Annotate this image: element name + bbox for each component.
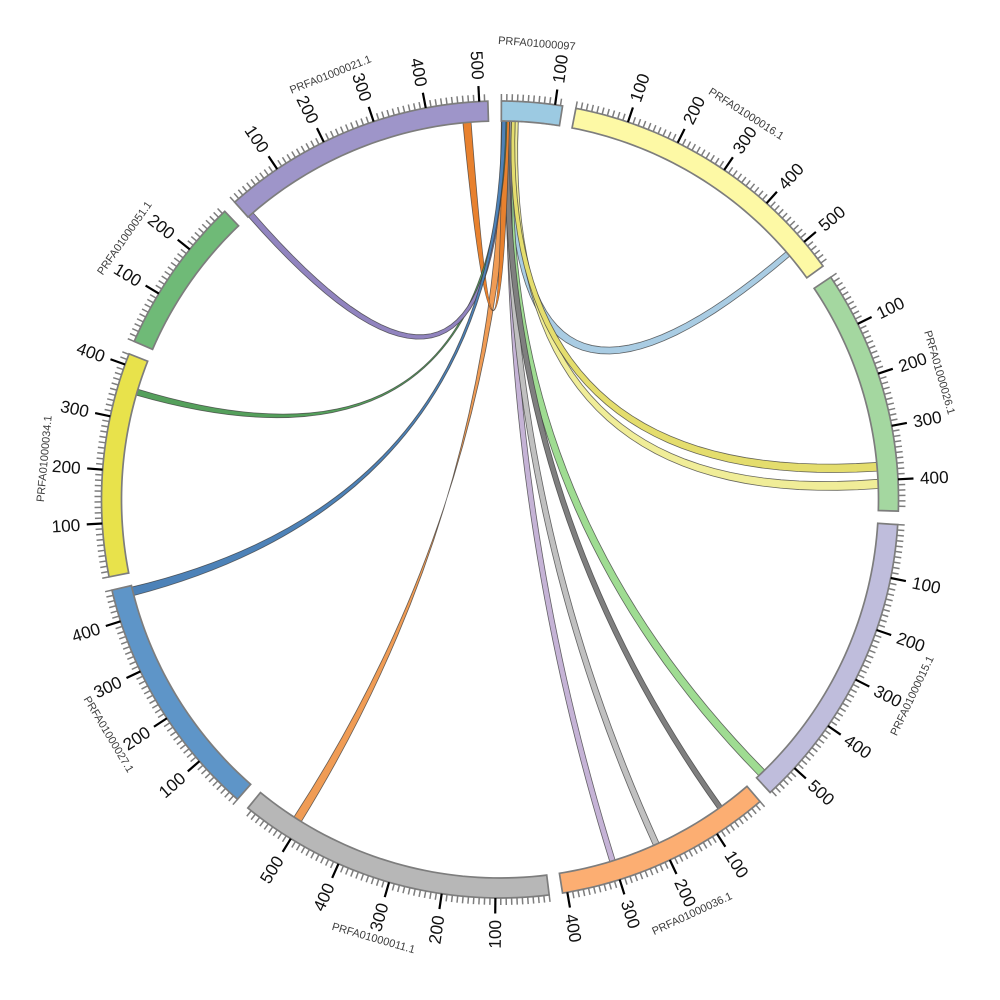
svg-text:100: 100 <box>51 515 81 537</box>
svg-text:100: 100 <box>485 920 505 949</box>
svg-text:200: 200 <box>424 914 448 945</box>
svg-text:500: 500 <box>467 50 488 80</box>
svg-text:100: 100 <box>548 53 572 84</box>
svg-text:200: 200 <box>51 456 81 478</box>
svg-text:400: 400 <box>919 467 949 488</box>
svg-text:400: 400 <box>561 912 586 944</box>
